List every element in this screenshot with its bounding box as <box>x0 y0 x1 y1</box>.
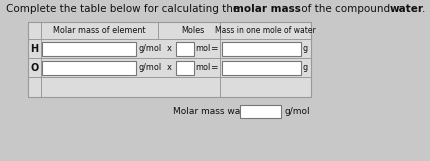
Text: g: g <box>303 63 308 72</box>
Text: x: x <box>167 63 172 72</box>
Bar <box>240 104 281 118</box>
Text: g/mol: g/mol <box>138 63 162 72</box>
Text: mol: mol <box>196 63 211 72</box>
Text: mol: mol <box>196 44 211 53</box>
Bar <box>43 61 136 75</box>
Text: Molar mass of element: Molar mass of element <box>53 26 146 35</box>
Bar <box>222 61 301 75</box>
Text: g: g <box>303 44 308 53</box>
Text: H: H <box>30 43 38 53</box>
Bar <box>176 61 194 75</box>
Bar <box>43 42 136 56</box>
Text: g/mol: g/mol <box>284 106 310 115</box>
Text: water: water <box>390 4 424 14</box>
Text: g/mol: g/mol <box>138 44 162 53</box>
Text: .: . <box>422 4 426 14</box>
Bar <box>222 42 301 56</box>
Text: =: = <box>211 44 218 53</box>
Bar <box>28 22 311 97</box>
Text: Complete the table below for calculating the: Complete the table below for calculating… <box>6 4 243 14</box>
Text: molar mass: molar mass <box>233 4 301 14</box>
Bar <box>28 22 311 97</box>
Text: =: = <box>211 63 218 72</box>
Text: Molar mass water =: Molar mass water = <box>173 106 264 115</box>
Bar <box>176 42 194 56</box>
Text: of the compound: of the compound <box>298 4 393 14</box>
Text: x: x <box>167 44 172 53</box>
Text: O: O <box>30 62 38 72</box>
Text: Mass in one mole of water: Mass in one mole of water <box>215 26 316 35</box>
Text: Moles: Moles <box>181 26 205 35</box>
